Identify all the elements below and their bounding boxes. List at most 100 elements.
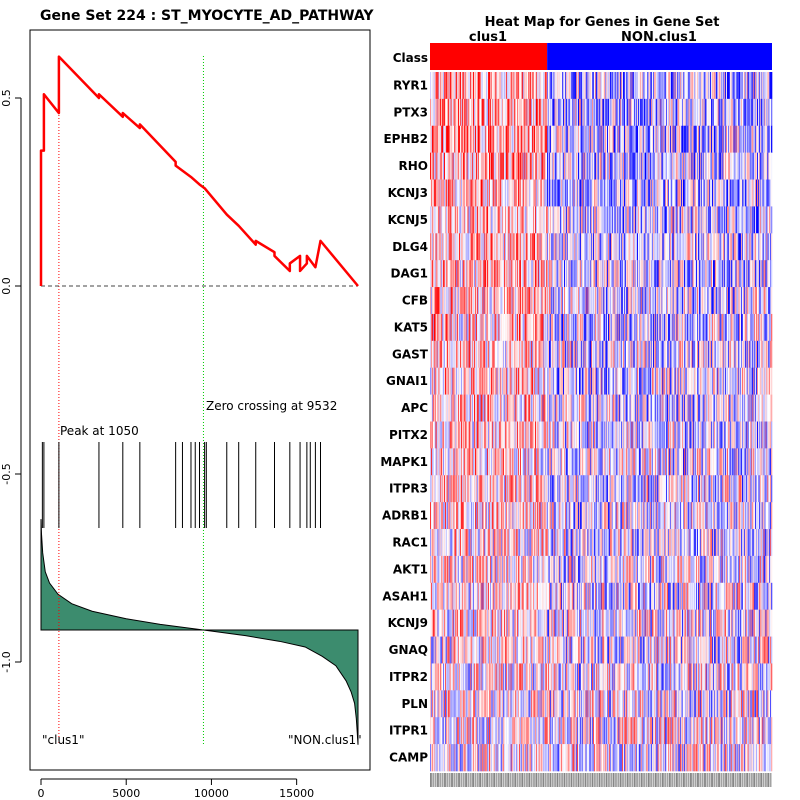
heatmap-cell (437, 367, 439, 395)
heatmap-cell (462, 340, 465, 369)
heatmap-cell (675, 98, 677, 127)
heatmap-cell (467, 179, 469, 207)
heatmap-cell (435, 313, 437, 342)
heatmap-cell (557, 233, 559, 261)
heatmap-cell (618, 152, 620, 180)
heatmap-cell (555, 394, 557, 422)
heatmap-cell (737, 340, 739, 369)
heatmap-cell (759, 340, 762, 369)
heatmap-cell (674, 125, 676, 153)
class-bar-layer (430, 43, 772, 70)
heatmap-cell (658, 152, 660, 180)
heatmap-cell (528, 206, 530, 234)
heatmap-cell (713, 287, 716, 315)
heatmap-cell (442, 72, 444, 100)
heatmap-cell (561, 125, 563, 153)
heatmap-cell (752, 98, 754, 127)
heatmap-cell (472, 313, 474, 342)
heatmap-cell (539, 367, 541, 395)
heatmap-cell (673, 260, 675, 288)
heatmap-cell (501, 394, 503, 422)
heatmap-cell (454, 394, 456, 422)
heatmap-cell (491, 260, 494, 288)
heatmap-cell (729, 98, 732, 127)
heatmap-cell (748, 179, 750, 207)
heatmap-cell (727, 125, 730, 153)
heatmap-cell (653, 206, 655, 234)
heatmap-cell (537, 367, 539, 395)
heatmap-cell (546, 206, 548, 234)
heatmap-cell (700, 367, 703, 395)
heatmap-cell (536, 152, 539, 180)
heatmap-cell (630, 125, 632, 153)
heatmap-cell (549, 233, 552, 261)
heatmap-cell (647, 340, 649, 369)
heatmap-cell (735, 206, 737, 234)
heatmap-cell (643, 125, 645, 153)
heatmap-cell (549, 287, 552, 315)
heatmap-cell (497, 179, 499, 207)
heatmap-cell (729, 394, 732, 422)
heatmap-cell (444, 260, 447, 288)
heatmap-cell (541, 367, 543, 395)
heatmap-cell (655, 72, 658, 100)
heatmap-cell (701, 125, 703, 153)
heatmap-cell (591, 206, 593, 234)
heatmap-cell (574, 206, 576, 234)
heatmap-cell (687, 206, 689, 234)
heatmap-cell (682, 152, 685, 180)
heatmap-cell (686, 152, 688, 180)
heatmap-cell (717, 179, 719, 207)
heatmap-cell (512, 394, 514, 422)
heatmap-cell (710, 98, 712, 127)
heatmap-cell (617, 233, 619, 261)
heatmap-cell (593, 179, 595, 207)
running-es-layer (39, 55, 359, 287)
heatmap-cell (543, 152, 545, 180)
heatmap-cell (576, 152, 578, 180)
heatmap-cell (655, 98, 658, 127)
heatmap-cell (592, 367, 594, 395)
heatmap-cell (638, 152, 641, 180)
heatmap-cell (677, 313, 679, 342)
heatmap-cell (731, 287, 733, 315)
heatmap-cell (541, 394, 543, 422)
heatmap-cell (563, 367, 565, 395)
heatmap-cell (608, 340, 610, 369)
heatmap-cell (433, 394, 435, 422)
heatmap-cell (584, 206, 586, 234)
heatmap-cell (663, 313, 665, 342)
heatmap-cell (727, 260, 729, 288)
heatmap-cell (493, 98, 495, 127)
heatmap-cell (662, 152, 664, 180)
heatmap-cell (626, 72, 629, 100)
heatmap-cell (582, 313, 584, 342)
heatmap-cell (653, 287, 655, 315)
heatmap-cell (644, 340, 646, 369)
heatmap-cell (763, 260, 765, 288)
heatmap-cell (518, 367, 520, 395)
heatmap-cell (634, 394, 636, 422)
heatmap-cell (757, 206, 760, 234)
heatmap-cell (706, 260, 708, 288)
heatmap-cell (678, 394, 680, 422)
heatmap-cell (691, 98, 693, 127)
heatmap-cell (609, 233, 612, 261)
heatmap-cell (667, 206, 669, 234)
heatmap-cell (517, 206, 519, 234)
heatmap-cell (653, 98, 655, 127)
heatmap-cell (443, 233, 445, 261)
heatmap-cell (691, 394, 693, 422)
heatmap-cell (551, 313, 554, 342)
heatmap-cell (742, 260, 744, 288)
heatmap-cell (748, 72, 750, 100)
heatmap-cell (434, 179, 436, 207)
heatmap-cell (432, 260, 435, 288)
heatmap-cell (712, 206, 714, 234)
heatmap-cell (612, 394, 614, 422)
heatmap-cell (454, 260, 456, 288)
heatmap-cell (620, 394, 622, 422)
heatmap-cell (519, 206, 522, 234)
heatmap-cell (738, 340, 740, 369)
heatmap-cell (520, 367, 523, 395)
